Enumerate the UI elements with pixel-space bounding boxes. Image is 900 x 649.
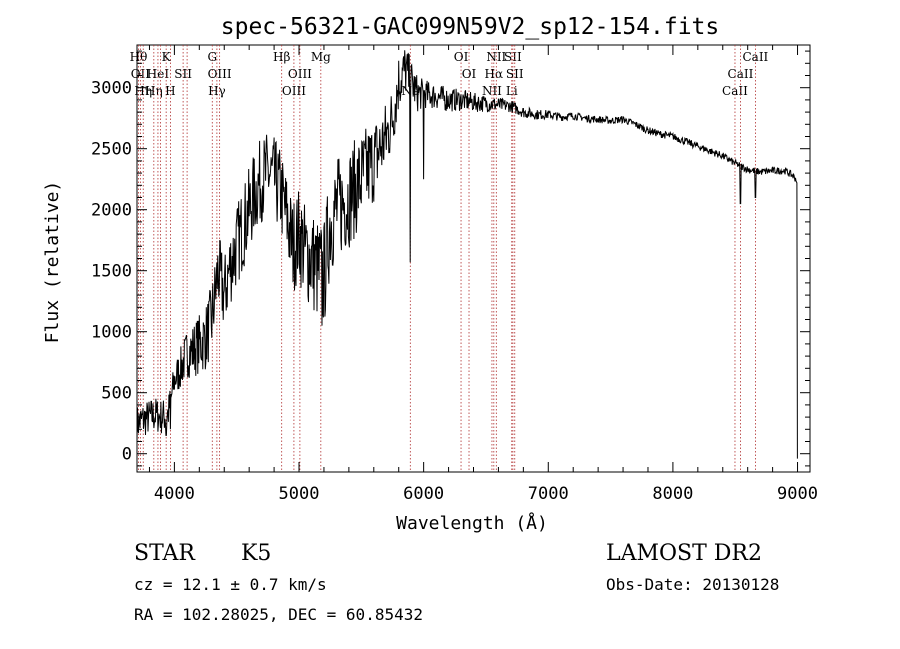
y-tick-label-0: 0 <box>122 445 132 465</box>
survey-name: LAMOST DR2 <box>606 541 762 566</box>
coordinates: RA = 102.28025, DEC = 60.85432 <box>134 605 423 624</box>
plot-frame <box>136 44 811 473</box>
x-tick-label-2: 6000 <box>403 484 444 504</box>
y-tick-label-2: 1000 <box>91 323 132 343</box>
line-marker-label-14: OIII <box>282 84 306 98</box>
line-marker-label-6: K <box>162 50 172 64</box>
x-tick-label-0: 4000 <box>154 484 195 504</box>
plot-area: HθOIIHηHηHeIKHSIIGHγOIIIHβOIIIOIIIMgNaOI… <box>91 44 818 504</box>
x-tick-label-5: 9000 <box>777 484 818 504</box>
line-marker-label-11: Hγ <box>208 84 226 98</box>
y-tick-label-5: 2500 <box>91 140 132 160</box>
line-marker-label-25: SII <box>506 67 524 81</box>
object-class: STAR <box>134 541 196 566</box>
y-axis-label: Flux (relative) <box>42 181 63 344</box>
x-axis-label: Wavelength (Å) <box>396 512 548 534</box>
line-marker-label-4: HeI <box>147 67 170 81</box>
line-marker-label-18: OI <box>454 50 469 64</box>
line-marker-label-20: NII <box>482 84 502 98</box>
spectrum-line <box>136 50 798 459</box>
y-tick-label-6: 3000 <box>91 79 132 99</box>
obs-date: Obs-Date: 20130128 <box>606 575 779 594</box>
object-subclass: K5 <box>241 541 271 566</box>
line-marker-label-15: OIII <box>288 67 312 81</box>
line-marker-label-22: NII <box>486 50 506 64</box>
line-marker-label-7: H <box>165 84 175 98</box>
line-marker-label-3: Hη <box>145 84 163 98</box>
y-tick-label-1: 500 <box>101 384 132 404</box>
line-marker-label-10: G <box>207 50 217 64</box>
redshift-readout: cz = 12.1 ± 0.7 km/s <box>134 575 327 594</box>
line-marker-label-12: OIII <box>208 67 232 81</box>
line-marker-label-28: CaII <box>742 50 768 64</box>
line-marker-label-27: CaII <box>728 67 754 81</box>
y-tick-label-4: 2000 <box>91 201 132 221</box>
y-tick-label-3: 1500 <box>91 262 132 282</box>
line-marker-label-16: Mg <box>311 50 331 64</box>
chart-title: spec-56321-GAC099N59V2_sp12-154.fits <box>221 14 720 40</box>
line-marker-label-8: SII <box>174 67 192 81</box>
line-marker-label-26: CaII <box>722 84 748 98</box>
x-tick-label-1: 5000 <box>279 484 320 504</box>
line-marker-label-21: Hα <box>485 67 504 81</box>
line-marker-label-1: OII <box>131 67 151 81</box>
line-marker-label-13: Hβ <box>273 50 290 64</box>
line-marker-label-23: Li <box>506 84 518 98</box>
line-marker-label-19: OI <box>462 67 477 81</box>
line-marker-label-24: SII <box>504 50 522 64</box>
x-tick-label-3: 7000 <box>528 484 569 504</box>
x-tick-label-4: 8000 <box>652 484 693 504</box>
line-marker-label-0: Hθ <box>130 50 148 64</box>
